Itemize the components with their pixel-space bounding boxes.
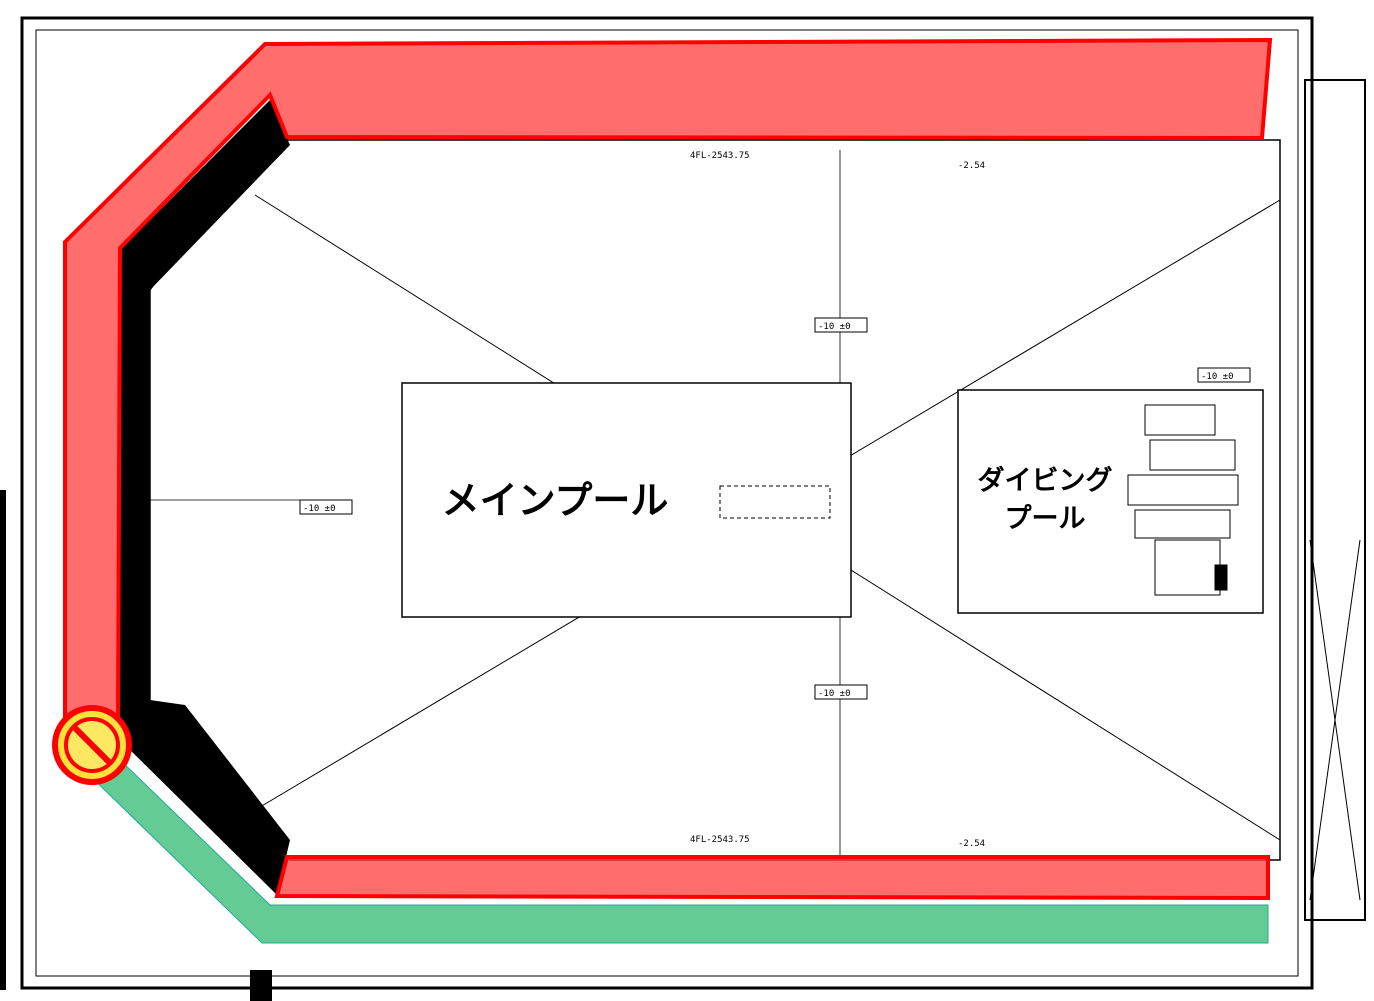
board <box>1214 564 1228 591</box>
diving-boards <box>1127 404 1239 596</box>
level-box <box>299 499 353 515</box>
main-pool <box>401 382 852 618</box>
board <box>1127 474 1239 506</box>
box-label: -10 ±0 <box>818 322 851 332</box>
level-label: 4FL-2543.75 <box>690 835 750 845</box>
diving-pool-label: プール <box>1005 504 1086 535</box>
level-label: 4FL-2543.75 <box>690 151 750 161</box>
edge-bar <box>250 970 272 1001</box>
diving-pool-label: ダイビング <box>978 465 1113 497</box>
red-zone <box>274 855 1270 901</box>
building-outline <box>20 16 1314 990</box>
side-structure <box>1304 79 1366 921</box>
mark-label: -2.54 <box>958 839 985 849</box>
edge-bar <box>0 490 6 990</box>
prohibition-slash <box>71 724 113 766</box>
building-inner-outline <box>35 29 1299 977</box>
level-box <box>814 684 868 700</box>
board <box>1149 439 1236 471</box>
box-label: -10 ±0 <box>818 689 851 699</box>
pool-detail <box>719 485 831 519</box>
main-pool-label: メインプール <box>442 479 669 523</box>
board <box>1134 509 1231 539</box>
structure-line <box>1309 539 1361 901</box>
mark-label: -2.54 <box>958 161 985 171</box>
board <box>1154 539 1221 596</box>
box-label: -10 ±0 <box>1201 372 1234 382</box>
seating <box>120 100 290 895</box>
board <box>1144 404 1216 436</box>
box-label: -10 ±0 <box>303 504 336 514</box>
level-box <box>814 317 868 333</box>
level-box <box>1197 367 1251 383</box>
